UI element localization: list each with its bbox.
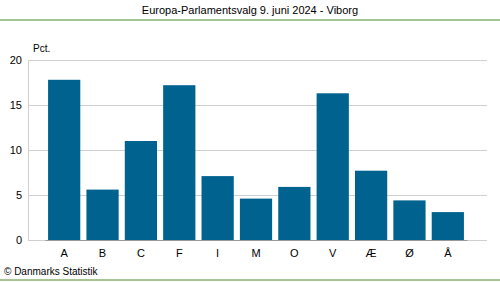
bar — [86, 190, 118, 240]
title: Europa-Parlamentsvalg 9. juni 2024 - Vib… — [142, 4, 358, 16]
grid-line — [28, 240, 487, 241]
x-tick-label: V — [329, 247, 337, 259]
x-tick: A — [61, 240, 69, 259]
x-tick: M — [251, 240, 260, 259]
x-tick: Å — [444, 240, 452, 259]
x-tick-label: Å — [444, 247, 452, 259]
x-tick: I — [216, 240, 219, 259]
x-tick-label: M — [251, 247, 260, 259]
x-tick-label: Æ — [366, 247, 377, 259]
bar — [355, 171, 387, 240]
bar — [202, 176, 234, 240]
x-tick-label: C — [137, 247, 145, 259]
x-axis-line — [46, 240, 468, 241]
grid-line — [28, 60, 487, 61]
bar — [240, 199, 272, 240]
grid-line — [28, 105, 487, 106]
x-tick: Æ — [366, 240, 377, 259]
x-tick: F — [176, 240, 183, 259]
x-tick-label: I — [216, 247, 219, 259]
x-tick: V — [329, 240, 337, 259]
y-tick: 10 — [10, 144, 487, 156]
x-tick: O — [290, 240, 299, 259]
grid-line — [28, 150, 487, 151]
title-rule — [0, 20, 500, 21]
x-tick-label: Ø — [405, 247, 414, 259]
bar — [432, 212, 464, 240]
x-tick-label: F — [176, 247, 183, 259]
bar — [278, 187, 310, 240]
x-tick: B — [99, 240, 106, 259]
chart: Europa-Parlamentsvalg 9. juni 2024 - Vib… — [0, 0, 500, 282]
bar — [393, 200, 425, 240]
bar — [163, 85, 195, 240]
x-tick: C — [137, 240, 145, 259]
y-tick-label: 10 — [10, 144, 22, 156]
y-axis-title: Pct. — [33, 43, 50, 54]
x-tick-label: B — [99, 247, 106, 259]
bar — [48, 80, 80, 240]
footer-rule — [0, 280, 500, 281]
bar — [317, 93, 349, 240]
y-tick-label: 15 — [10, 99, 22, 111]
x-axis: ABCFIMOVÆØÅ — [46, 240, 468, 259]
y-tick: 15 — [10, 99, 487, 111]
x-tick-label: A — [61, 247, 69, 259]
bars — [48, 80, 464, 240]
y-axis: 0 5 10 15 20 — [10, 54, 487, 246]
x-tick: Ø — [405, 240, 414, 259]
y-tick-label: 0 — [16, 234, 22, 246]
y-tick-label: 5 — [16, 189, 22, 201]
y-axis-line — [29, 61, 488, 241]
bar — [125, 141, 157, 240]
y-tick-label: 20 — [10, 54, 22, 66]
y-tick: 20 — [10, 54, 487, 66]
source: © Danmarks Statistik — [4, 266, 99, 277]
x-tick-label: O — [290, 247, 299, 259]
